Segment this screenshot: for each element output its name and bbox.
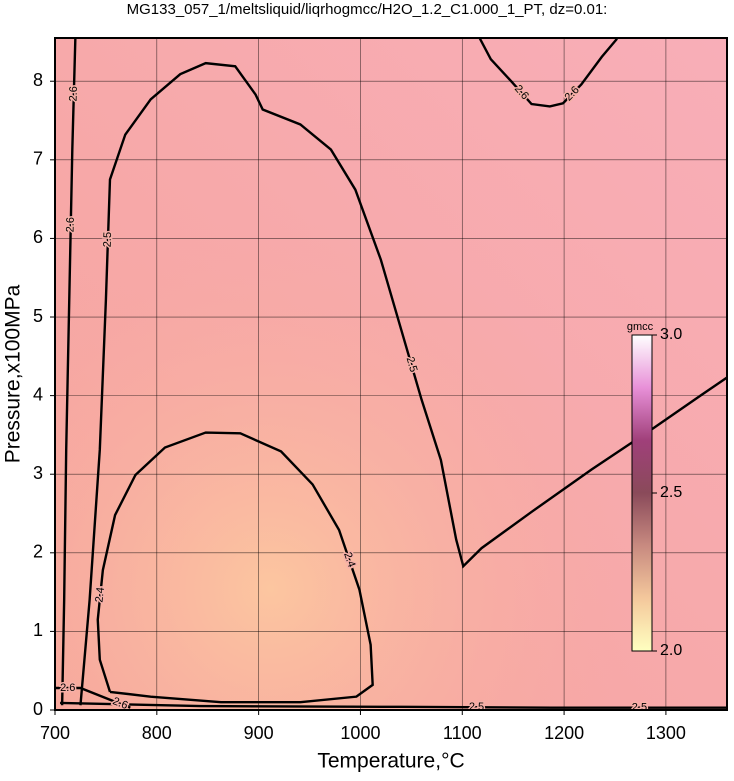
- contour-line: [478, 38, 618, 108]
- x-tick-label: 700: [40, 723, 70, 743]
- contour-line: [55, 686, 131, 709]
- y-tick-label: 1: [33, 620, 43, 640]
- chart-title: MG133_057_1/meltsliquid/liqrhogmcc/H2O_1…: [127, 1, 608, 18]
- contour-line: [60, 38, 77, 706]
- contour-line: [96, 431, 374, 704]
- contour-label: 2.6: [68, 86, 80, 102]
- y-tick-label: 8: [33, 70, 43, 90]
- x-tick-label: 1300: [646, 723, 686, 743]
- y-tick-label: 0: [33, 699, 43, 719]
- y-tick-label: 7: [33, 149, 43, 169]
- y-tick-label: 2: [33, 542, 43, 562]
- y-tick-label: 5: [33, 306, 43, 326]
- axes: 700 800 900 1000 1100 1200 1300 0 1 2 3 4 5 6 7 8 2.0 2.5…: [33, 70, 686, 743]
- x-tick-label: 1200: [544, 723, 584, 743]
- contour-label: 2.5: [632, 702, 647, 714]
- contour-label: 2.5: [102, 232, 115, 248]
- x-axis-label: Temperature,°C: [317, 750, 464, 773]
- colorbar-tick-label: 2.5: [660, 484, 682, 501]
- contour-line: [79, 61, 727, 706]
- colorbar-tick-label: 2.0: [660, 642, 682, 659]
- x-tick-label: 900: [244, 723, 274, 743]
- contour-label: 2.4: [93, 587, 107, 603]
- colorbar: [631, 334, 653, 652]
- x-tick-label: 1100: [443, 723, 482, 743]
- y-tick-label: 3: [33, 463, 43, 483]
- contour-label: 2.6: [60, 682, 75, 694]
- contour-label: 2.6: [65, 217, 77, 233]
- x-tick-label: 800: [142, 723, 172, 743]
- contour-label: 2.5: [404, 356, 420, 374]
- contour-line: [60, 701, 727, 709]
- y-axis-label: Pressure,x100MPa: [2, 284, 25, 463]
- plot-frame: [54, 37, 728, 711]
- y-tick-label: 4: [33, 384, 43, 404]
- colorbar-tick-label: 3.0: [660, 326, 682, 343]
- contour-label: 2.5: [469, 701, 484, 713]
- plot-shading: [55, 38, 727, 710]
- x-tick-label: 1000: [340, 723, 380, 743]
- y-tick-label: 6: [33, 227, 43, 247]
- colorbar-label: gmcc: [627, 321, 654, 333]
